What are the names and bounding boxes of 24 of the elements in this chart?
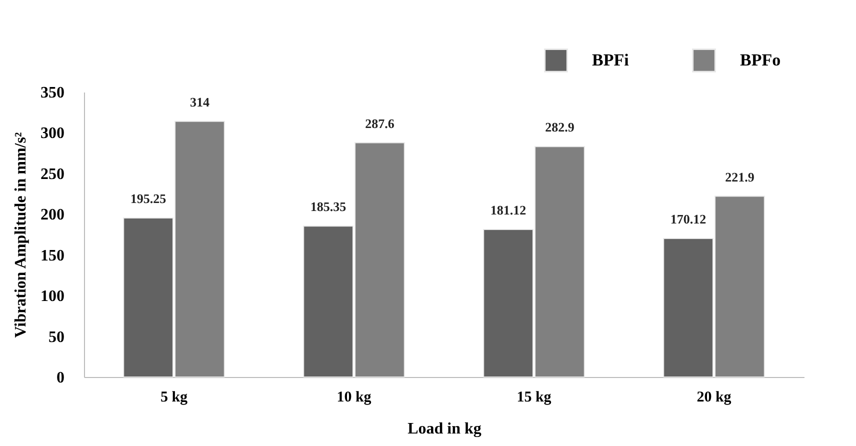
- x-tick-label: 20 kg: [696, 390, 732, 406]
- y-tick-label: 150: [40, 247, 64, 264]
- data-label: 195.25: [130, 191, 167, 206]
- x-tick-label: 5 kg: [160, 390, 188, 406]
- y-tick-label: 0: [56, 370, 64, 386]
- data-label: 282.9: [545, 120, 575, 135]
- data-label: 314: [190, 94, 210, 110]
- data-label: 221.9: [725, 169, 755, 184]
- legend-label: BPFi: [592, 50, 630, 70]
- y-axis-title: Vibration Amplitude in mm/s²: [12, 132, 30, 338]
- x-tick-label: 10 kg: [336, 390, 372, 406]
- y-tick-label: 250: [40, 166, 64, 183]
- y-tick-label: 300: [40, 125, 64, 142]
- data-label: 287.6: [365, 116, 395, 131]
- data-label: 185.35: [310, 199, 347, 214]
- data-label: 181.12: [490, 202, 526, 218]
- y-tick-label: 50: [48, 328, 64, 346]
- x-tick-label: 15 kg: [516, 390, 552, 406]
- y-tick-label: 200: [40, 206, 64, 224]
- y-tick-label: 350: [40, 84, 64, 102]
- legend-label: BPFo: [740, 50, 781, 70]
- x-axis-title: Load in kg: [408, 420, 482, 438]
- y-tick-label: 100: [40, 288, 64, 306]
- data-label: 170.12: [670, 211, 706, 226]
